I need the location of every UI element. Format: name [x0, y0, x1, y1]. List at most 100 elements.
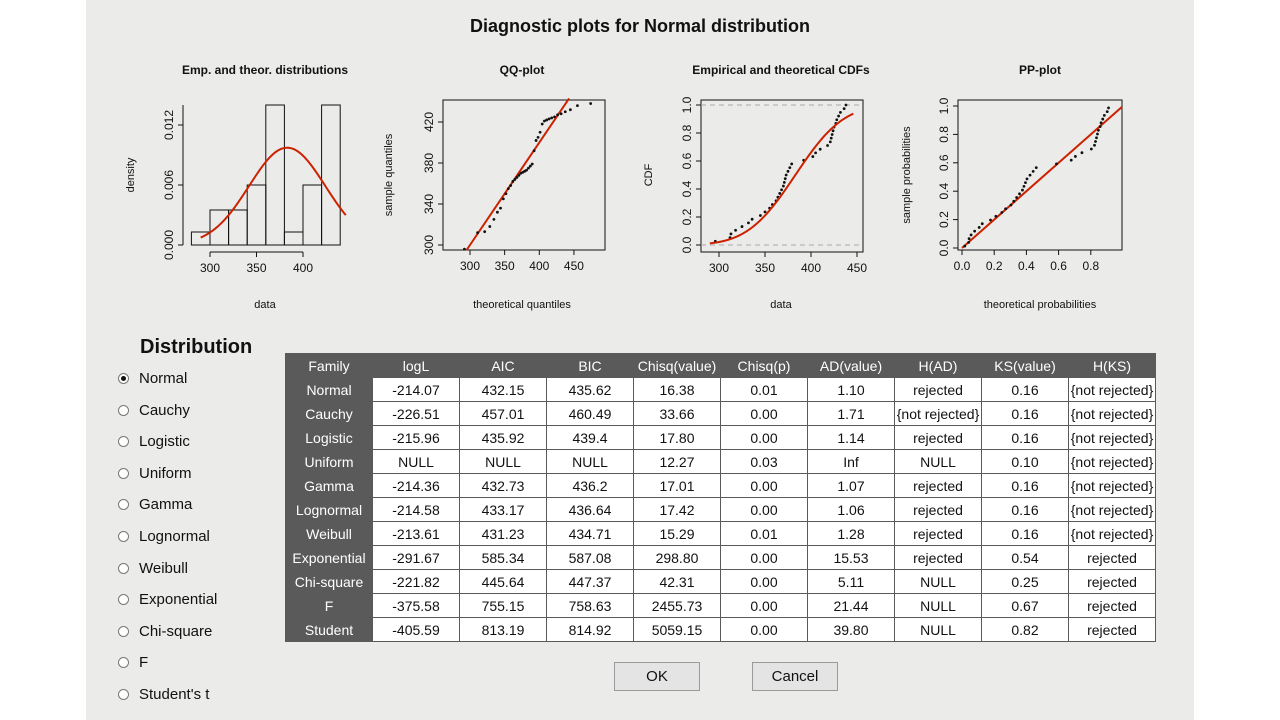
data-point	[1004, 207, 1008, 211]
table-cell: 15.29	[633, 521, 721, 546]
radio-cauchy[interactable]: Cauchy	[118, 402, 190, 419]
data-point	[1031, 169, 1035, 173]
radio-button-icon[interactable]	[118, 467, 129, 479]
data-point	[576, 104, 579, 107]
fit-statistics-table: Family logL AIC BIC Chisq(value) Chisq(p) AD(v…	[285, 353, 1156, 642]
radio-f[interactable]: F	[118, 654, 148, 671]
data-point	[759, 214, 762, 217]
radio-button-icon[interactable]	[118, 404, 129, 416]
radio-button-icon[interactable]	[118, 657, 129, 669]
radio-lognormal[interactable]: Lognormal	[118, 528, 210, 545]
data-point	[496, 210, 499, 214]
data-point	[1022, 184, 1026, 188]
y-tick-label: 0.8	[680, 124, 694, 141]
y-tick-label: 0.2	[937, 211, 951, 228]
radio-chi-square[interactable]: Chi-square	[118, 623, 212, 640]
column-header: AIC	[459, 353, 547, 378]
table-cell: -405.59	[372, 617, 460, 642]
radio-button-icon[interactable]	[118, 531, 129, 542]
column-header: Chisq(p)	[720, 353, 808, 378]
radio-weibull[interactable]: Weibull	[118, 560, 188, 577]
diagnostic-plots: Emp. and theor. distributions data density…	[125, 63, 1123, 311]
radio-student-s-t[interactable]: Student's t	[118, 686, 209, 703]
data-point	[511, 180, 515, 183]
table-cell: 5059.15	[633, 617, 721, 642]
y-tick-label: 0.0	[937, 239, 951, 256]
data-point	[550, 116, 554, 120]
table-cell: rejected	[1068, 569, 1156, 594]
y-tick-label: 340	[422, 194, 436, 214]
table-cell: 435.92	[459, 425, 547, 450]
distribution-heading: Distribution	[140, 336, 253, 358]
table-cell: 17.01	[633, 473, 721, 498]
radio-gamma[interactable]: Gamma	[118, 496, 192, 513]
x-axis-label: theoretical probabilities	[984, 299, 1097, 311]
table-cell: 431.23	[459, 521, 547, 546]
data-point	[509, 184, 513, 187]
radio-button-icon[interactable]	[118, 625, 129, 637]
y-axis-label: sample quantiles	[383, 133, 395, 216]
table-row: Uniform NULL NULL NULL 12.27 0.03 Inf NULL 0.10{…	[285, 449, 1156, 474]
x-tick-label: 0.6	[1050, 259, 1067, 273]
table-cell: -214.36	[372, 473, 460, 498]
table-cell: 2455.73	[633, 593, 721, 618]
data-point	[1099, 121, 1103, 125]
table-cell: 432.15	[459, 377, 547, 402]
plot-title: QQ-plot	[500, 63, 545, 77]
plot-title: PP-plot	[1019, 63, 1061, 77]
table-cell: 457.01	[459, 401, 547, 426]
radio-uniform[interactable]: Uniform	[118, 465, 192, 482]
density-curve	[200, 146, 347, 239]
data-point	[1069, 158, 1073, 162]
data-point	[763, 210, 767, 214]
data-point	[528, 164, 532, 168]
data-point	[844, 103, 848, 107]
table-cell: 432.73	[459, 473, 547, 498]
data-point	[589, 102, 593, 105]
data-point	[835, 118, 839, 122]
column-header: logL	[372, 353, 460, 378]
reference-line	[465, 97, 570, 251]
radio-label: F	[139, 654, 149, 672]
table-cell: NULL	[894, 569, 982, 594]
ok-button[interactable]: OK	[614, 662, 700, 691]
data-point	[1096, 128, 1100, 132]
radio-button-icon[interactable]	[118, 373, 129, 384]
family-cell: Chi-square	[285, 569, 373, 594]
data-point	[811, 155, 815, 158]
table-cell: -221.82	[372, 569, 460, 594]
radio-label: Weibull	[139, 559, 188, 577]
histogram-bar	[321, 104, 341, 246]
table-cell: 0.01	[720, 521, 808, 546]
data-point	[1095, 136, 1098, 140]
radio-normal[interactable]: Normal	[118, 370, 187, 387]
y-tick-label: 0.6	[680, 152, 694, 169]
cancel-button[interactable]: Cancel	[752, 662, 838, 691]
table-cell: rejected	[894, 473, 982, 498]
family-cell: Lognormal	[285, 497, 373, 522]
radio-button-icon[interactable]	[118, 594, 129, 606]
data-point	[553, 115, 556, 119]
radio-exponential[interactable]: Exponential	[118, 591, 217, 608]
data-point	[729, 232, 733, 236]
table-cell: {not rejected}	[1068, 497, 1156, 522]
radio-button-icon[interactable]	[118, 436, 129, 448]
table-cell: 439.4	[546, 425, 634, 450]
table-cell: 0.10	[981, 449, 1069, 474]
radio-button-icon[interactable]	[118, 499, 129, 511]
radio-button-icon[interactable]	[118, 562, 129, 574]
family-cell: Uniform	[285, 449, 373, 474]
radio-button-icon[interactable]	[118, 689, 129, 700]
table-cell: {not rejected}	[894, 401, 982, 426]
y-tick-label: 0.6	[937, 154, 951, 171]
table-cell: rejected	[894, 521, 982, 546]
data-point	[989, 218, 992, 222]
x-tick-label: 450	[564, 259, 584, 273]
table-row: F -375.58 755.15 758.63 2455.73 0.00 21.44 NULL…	[285, 593, 1156, 618]
x-tick-label: 450	[847, 261, 867, 275]
y-axis-label: sample probabilities	[901, 126, 913, 224]
radio-logistic[interactable]: Logistic	[118, 433, 190, 450]
data-point	[545, 118, 549, 122]
y-tick-label: 0.4	[937, 183, 951, 200]
data-point	[1080, 151, 1084, 155]
